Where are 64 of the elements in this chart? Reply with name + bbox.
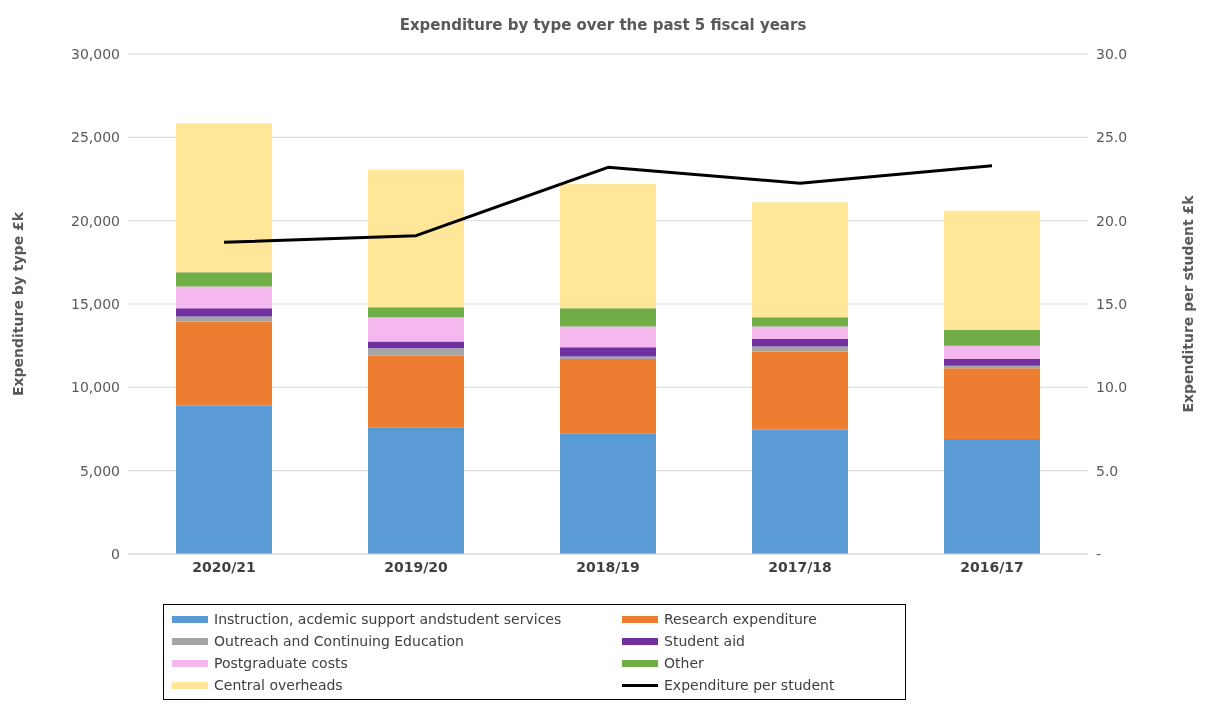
bar <box>560 308 656 327</box>
legend-label: Student aid <box>664 633 745 649</box>
bar <box>944 210 1040 330</box>
bar <box>560 347 656 357</box>
y-tick-label: 10,000 <box>71 379 120 396</box>
bar <box>368 427 464 554</box>
y2-tick-label: 25.0 <box>1096 129 1128 146</box>
bar <box>368 341 464 349</box>
y2-tick-label: 10.0 <box>1096 379 1128 396</box>
bar <box>368 317 464 342</box>
legend-label: Expenditure per student <box>664 677 835 693</box>
y2-tick-label: 15.0 <box>1096 295 1128 312</box>
bar <box>944 329 1040 346</box>
y-axis-title: Expenditure by type £k <box>9 211 26 397</box>
chart-title: Expenditure by type over the past 5 fiscal years <box>398 16 808 34</box>
bar <box>752 351 848 430</box>
y2-tick-label: - <box>1096 545 1102 562</box>
x-tick-label: 2020/21 <box>192 558 256 575</box>
bar <box>368 169 464 308</box>
bar <box>944 345 1040 359</box>
bar <box>752 346 848 352</box>
bar <box>176 321 272 406</box>
y-tick-label: 30,000 <box>71 45 120 62</box>
bar <box>752 339 848 347</box>
y-tick-label: 20,000 <box>71 212 120 229</box>
bar <box>752 326 848 339</box>
bar <box>176 308 272 317</box>
x-tick-label: 2017/18 <box>768 558 832 575</box>
bar <box>176 316 272 322</box>
y-tick-label: 15,000 <box>71 295 120 312</box>
bar <box>176 286 272 309</box>
bar <box>560 359 656 434</box>
y-tick-label: 0 <box>111 545 120 562</box>
bar <box>176 405 272 554</box>
legend-label: Postgraduate costs <box>214 655 348 671</box>
bar <box>752 429 848 554</box>
legend-label: Other <box>664 655 704 671</box>
bar <box>368 355 464 428</box>
bar <box>944 359 1040 366</box>
bar <box>368 307 464 318</box>
bar <box>176 123 272 273</box>
y2-tick-label: 5.0 <box>1096 462 1119 479</box>
bar <box>752 202 848 318</box>
y2-axis-title: Expenditure per student £k <box>1179 194 1196 413</box>
y2-tick-label: 20.0 <box>1096 212 1128 229</box>
legend-label: Instruction, acdemic support andstudent services <box>214 611 562 627</box>
bar <box>752 317 848 327</box>
y-tick-label: 25,000 <box>71 129 120 146</box>
bar <box>368 348 464 356</box>
y-tick-label: 5,000 <box>79 462 120 479</box>
legend-label: Outreach and Continuing Education <box>214 633 464 649</box>
x-tick-label: 2019/20 <box>384 558 449 575</box>
legend-label: Research expenditure <box>664 611 817 627</box>
line-series <box>222 164 994 244</box>
bar <box>944 439 1040 554</box>
bar <box>176 272 272 287</box>
bar <box>560 433 656 554</box>
bar <box>560 326 656 348</box>
bar <box>560 184 656 309</box>
y2-tick-label: 30.0 <box>1096 45 1128 62</box>
x-tick-label: 2016/17 <box>960 558 1024 575</box>
bar <box>944 368 1040 439</box>
x-tick-label: 2018/19 <box>576 558 640 575</box>
legend-label: Central overheads <box>214 677 343 693</box>
